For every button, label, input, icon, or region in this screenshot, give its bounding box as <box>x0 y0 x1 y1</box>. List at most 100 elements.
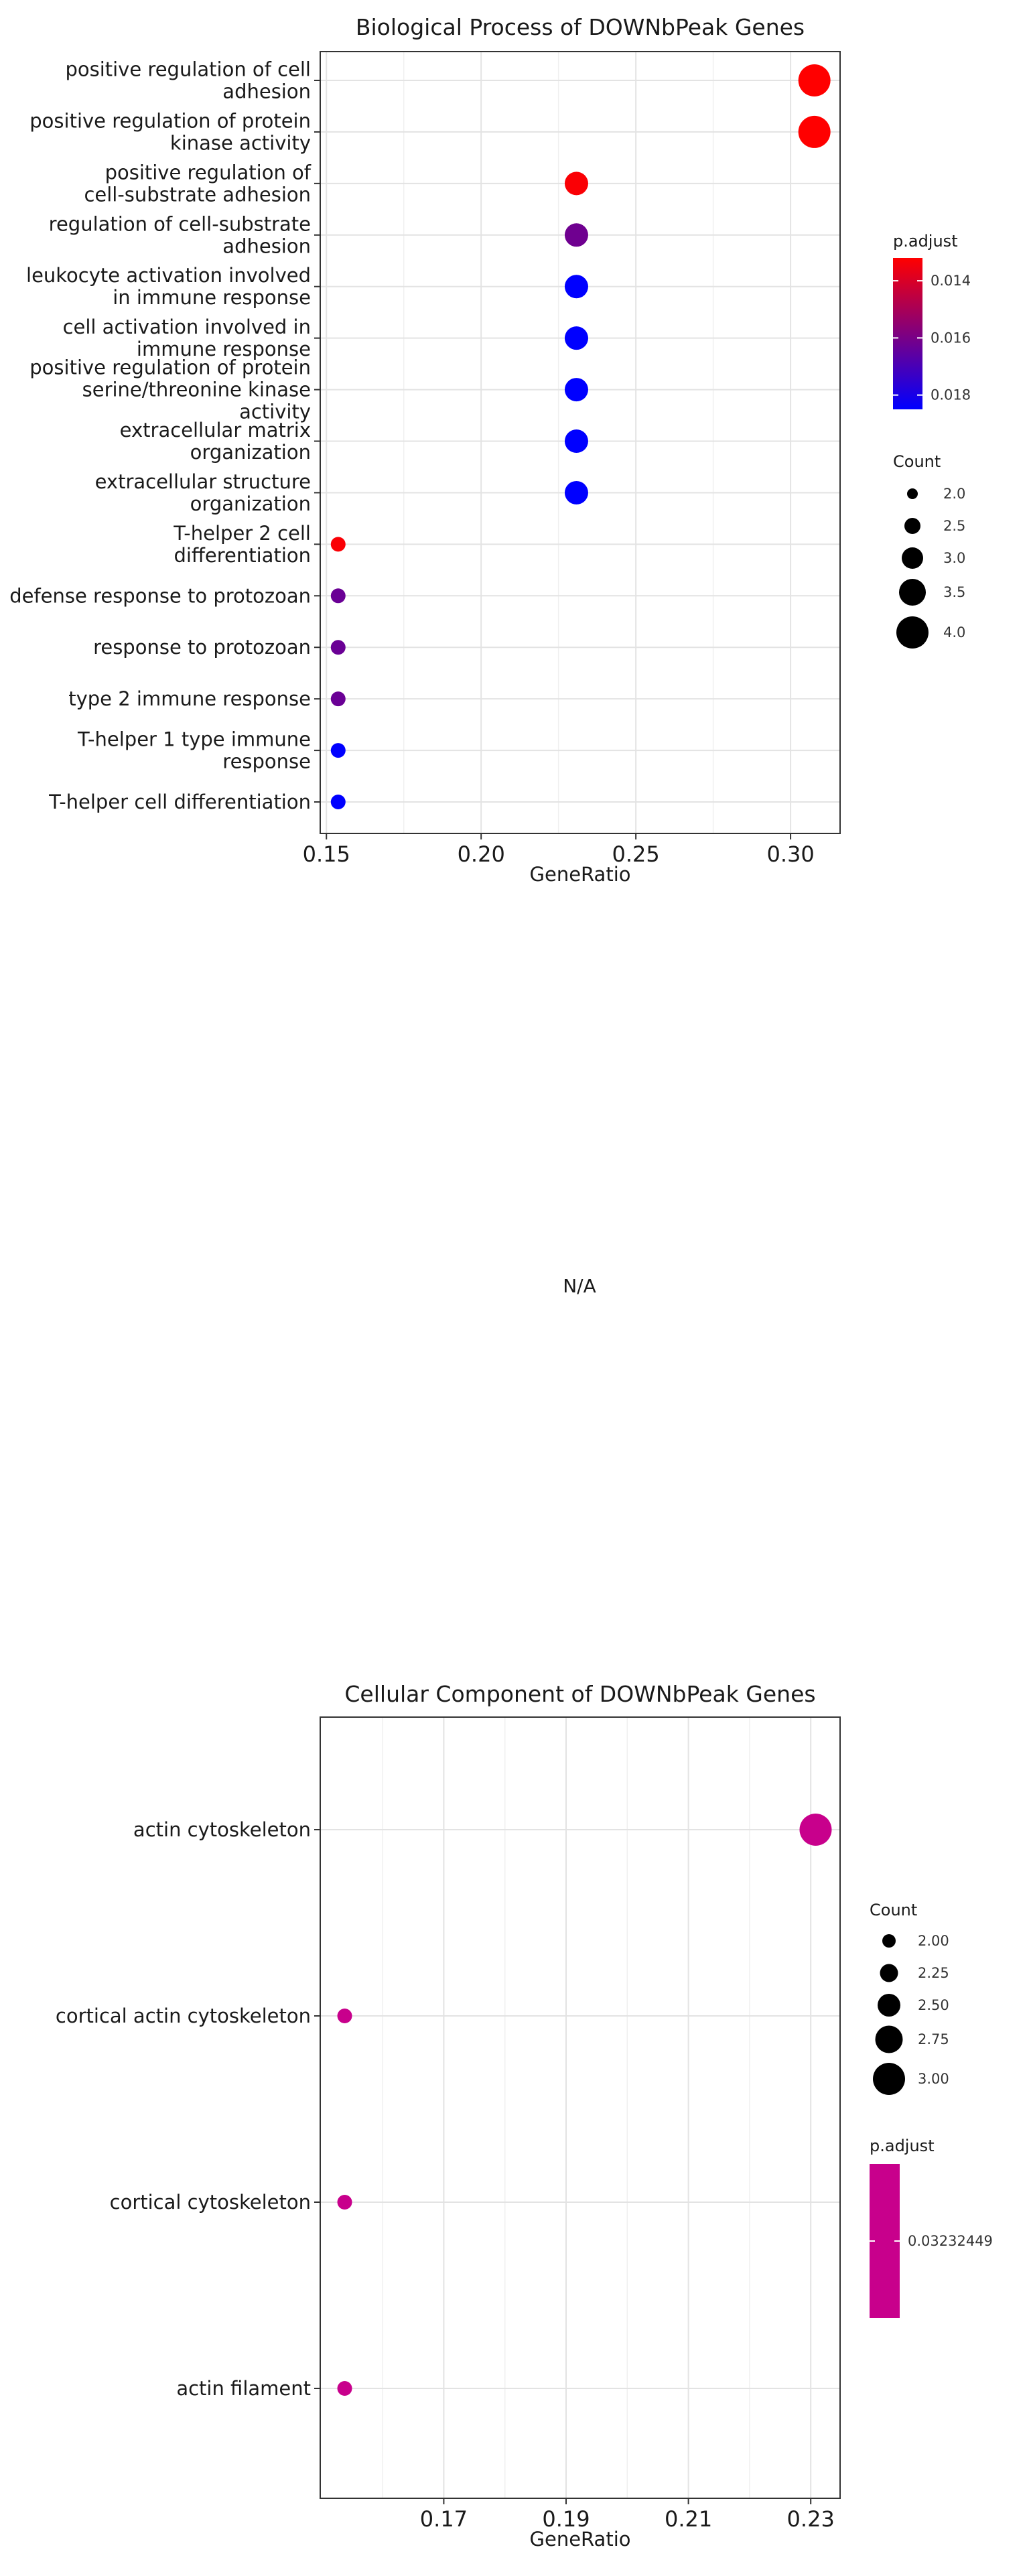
bp-data-point <box>564 172 588 196</box>
bp-y-label-line: cell-substrate adhesion <box>84 183 311 206</box>
bp-data-point <box>330 743 346 758</box>
bp-size-legend-key <box>902 547 923 569</box>
bp-y-label-line: response <box>222 750 311 773</box>
cc-size-legend-key <box>878 1994 900 2017</box>
bp-data-point <box>330 691 346 707</box>
bp-data-point <box>330 795 346 810</box>
bp-y-label-line: activity <box>239 401 311 423</box>
bp-y-label: defense response to protozoan <box>9 584 311 607</box>
cc-plot-border <box>320 1716 841 2499</box>
bp-data-point <box>564 223 588 247</box>
bp-size-legend-label: 4.0 <box>943 624 965 640</box>
cc-size-legend-key <box>882 1934 896 1948</box>
bp-color-legend-label: 0.018 <box>931 387 971 403</box>
bp-size-legend-label: 2.5 <box>943 518 965 534</box>
cc-color-legend-title: p.adjust <box>870 2137 935 2155</box>
bp-data-point <box>564 326 588 350</box>
bp-y-label: regulation of cell-substrate adhesion <box>49 212 311 257</box>
bp-y-label-line: organization <box>190 441 311 464</box>
cc-size-legend-label: 3.00 <box>918 2071 949 2087</box>
bp-y-label-line: cell activation involved in <box>63 316 311 338</box>
bp-data-point <box>564 429 588 454</box>
cc-y-label-line: actin cytoskeleton <box>133 1818 311 1841</box>
bp-y-label-line: positive regulation of protein <box>29 356 311 379</box>
bp-y-label-line: kinase activity <box>170 131 311 154</box>
bp-y-label: positive regulation of cell adhesion <box>65 58 311 103</box>
bp-y-label-line: extracellular matrix <box>120 419 311 442</box>
cc-y-label-line: cortical cytoskeleton <box>110 2191 311 2214</box>
cc-x-tick-label: 0.21 <box>665 2506 712 2532</box>
bp-size-legend-key <box>896 616 929 649</box>
cc-data-point <box>337 2195 352 2210</box>
bp-plot-border <box>320 51 841 834</box>
cc-data-point <box>337 2381 352 2396</box>
bp-y-label-line: T-helper 2 cell <box>173 522 311 545</box>
bp-y-label: T-helper 2 cell differentiation <box>173 522 311 567</box>
na-label: N/A <box>563 1275 596 1297</box>
bp-y-label-line: immune response <box>137 338 311 360</box>
bp-data-point <box>564 378 588 402</box>
cc-size-legend-title: Count <box>870 1901 917 1919</box>
bp-chart-title: Biological Process of DOWNbPeak Genes <box>356 14 805 40</box>
bp-y-label: response to protozoan <box>93 636 311 659</box>
bp-y-label-line: T-helper cell differentiation <box>48 791 311 813</box>
bp-y-label-line: adhesion <box>222 80 311 103</box>
bp-data-point <box>564 275 588 299</box>
bp-data-point <box>798 115 831 148</box>
cc-y-label: cortical cytoskeleton <box>110 2191 311 2214</box>
bp-size-legend-label: 2.0 <box>943 486 965 502</box>
cc-plot-panel <box>320 1717 840 2498</box>
cc-y-label-line: actin filament <box>176 2377 311 2400</box>
bp-y-label: extracellular matrix organization <box>120 419 311 464</box>
bp-y-label-line: defense response to protozoan <box>9 584 311 607</box>
bp-y-label-line: positive regulation of <box>105 161 312 184</box>
cc-size-legend-key <box>873 2063 905 2095</box>
bp-size-legend-key <box>899 579 926 606</box>
bp-y-label-line: adhesion <box>222 234 311 257</box>
bp-data-point <box>798 64 831 96</box>
cc-size-legend-key <box>880 1964 898 1982</box>
bp-y-label: cell activation involved in immune respon… <box>63 316 311 360</box>
bp-size-legend-label: 3.5 <box>943 584 965 600</box>
cc-x-tick-label: 0.19 <box>542 2506 590 2532</box>
bp-y-label: type 2 immune response <box>68 687 311 710</box>
bp-size-legend-label: 3.0 <box>943 550 965 566</box>
cc-y-label: actin cytoskeleton <box>133 1818 311 1841</box>
bp-y-label: positive regulation of cell-substrate adh… <box>84 161 311 206</box>
cc-data-point <box>799 1814 832 1846</box>
bp-y-label-line: differentiation <box>174 544 311 567</box>
bp-y-label: positive regulation of protein kinase act… <box>29 109 311 154</box>
bp-color-legend-label: 0.016 <box>931 330 971 346</box>
bp-data-point <box>330 640 346 655</box>
cc-size-legend-label: 2.25 <box>918 1965 949 1981</box>
bp-size-legend-key <box>904 518 920 534</box>
bp-color-legend-bar <box>893 258 922 409</box>
bp-y-label: T-helper 1 type immune response <box>77 728 311 773</box>
bp-y-label-line: T-helper 1 type immune <box>77 728 311 751</box>
cc-chart-title: Cellular Component of DOWNbPeak Genes <box>344 1681 815 1707</box>
bp-x-axis-title: GeneRatio <box>530 863 631 886</box>
cc-x-tick-label: 0.23 <box>787 2506 835 2532</box>
bp-y-label: T-helper cell differentiation <box>48 791 311 813</box>
bp-x-tick-label: 0.20 <box>458 841 505 867</box>
cc-y-label-line: cortical actin cytoskeleton <box>56 2005 311 2027</box>
cc-size-legend-label: 2.00 <box>918 1933 949 1949</box>
cc-y-label: cortical actin cytoskeleton <box>56 2005 311 2027</box>
cc-y-label: actin filament <box>176 2377 311 2400</box>
bp-y-label-line: in immune response <box>113 286 311 309</box>
bp-y-label-line: positive regulation of protein <box>29 109 311 132</box>
cc-size-legend-label: 2.50 <box>918 1997 949 2013</box>
bp-y-label-line: leukocyte activation involved <box>26 264 311 287</box>
cc-x-axis-title: GeneRatio <box>530 2528 631 2551</box>
bp-y-label-line: organization <box>190 492 311 515</box>
bp-y-label-line: type 2 immune response <box>68 687 311 710</box>
cc-x-tick-label: 0.17 <box>420 2506 468 2532</box>
bp-size-legend-title: Count <box>893 452 941 471</box>
bp-y-label-line: positive regulation of cell <box>65 58 311 81</box>
bp-size-legend-key <box>907 488 918 499</box>
bp-y-label: positive regulation of protein serine/thr… <box>29 356 311 423</box>
bp-data-point <box>330 588 346 604</box>
bp-data-point <box>330 537 346 552</box>
